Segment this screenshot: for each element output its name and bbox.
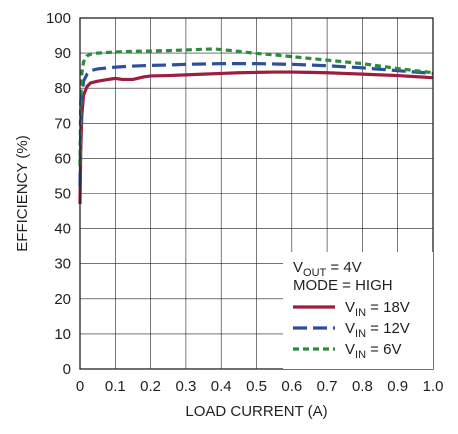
x-tick-label: 0	[76, 378, 84, 395]
legend-label-0: VIN = 18V	[345, 299, 410, 319]
y-tick-label: 50	[54, 186, 71, 203]
axes	[79, 17, 434, 370]
y-tick-label: 100	[46, 10, 71, 27]
x-tick-label: 0.6	[281, 378, 302, 395]
y-tick-label: 0	[63, 361, 71, 378]
series-layer	[78, 47, 434, 205]
series-line-2	[78, 47, 434, 166]
x-axis-title: LOAD CURRENT (A)	[185, 403, 327, 420]
x-tick-label: 0.9	[387, 378, 408, 395]
plot-frame	[79, 17, 434, 370]
tick-labels: 0 0.1 0.2 0.3 0.4 0.5 0.6 0.7 0.8 0.9 1.0 0 10 20 30 40…	[46, 10, 443, 395]
x-tick-label: 0.3	[175, 378, 196, 395]
y-tick-label: 20	[54, 291, 71, 308]
legend-label-2: VIN = 6V	[345, 341, 401, 361]
y-axis-title: EFFICIENCY (%)	[14, 135, 31, 251]
x-tick-label: 0.4	[211, 378, 232, 395]
series-line-0	[78, 70, 434, 205]
y-tick-label: 80	[54, 80, 71, 97]
x-tick-label: 0.7	[317, 378, 338, 395]
legend-label-1: VIN = 12V	[345, 320, 410, 340]
y-tick-label: 40	[54, 221, 71, 238]
y-tick-label: 90	[54, 45, 71, 62]
legend-annotation-1: MODE = HIGH	[293, 277, 393, 294]
x-tick-label: 1.0	[423, 378, 444, 395]
x-tick-label: 0.1	[105, 378, 126, 395]
y-tick-label: 10	[54, 326, 71, 343]
y-tick-label: 30	[54, 256, 71, 273]
x-tick-label: 0.2	[140, 378, 161, 395]
x-tick-label: 0.8	[352, 378, 373, 395]
series-line-1	[78, 62, 434, 187]
x-tick-label: 0.5	[246, 378, 267, 395]
legend-annotation-0: VOUT = 4V	[293, 259, 362, 279]
y-tick-label: 60	[54, 150, 71, 167]
y-tick-label: 70	[54, 115, 71, 132]
